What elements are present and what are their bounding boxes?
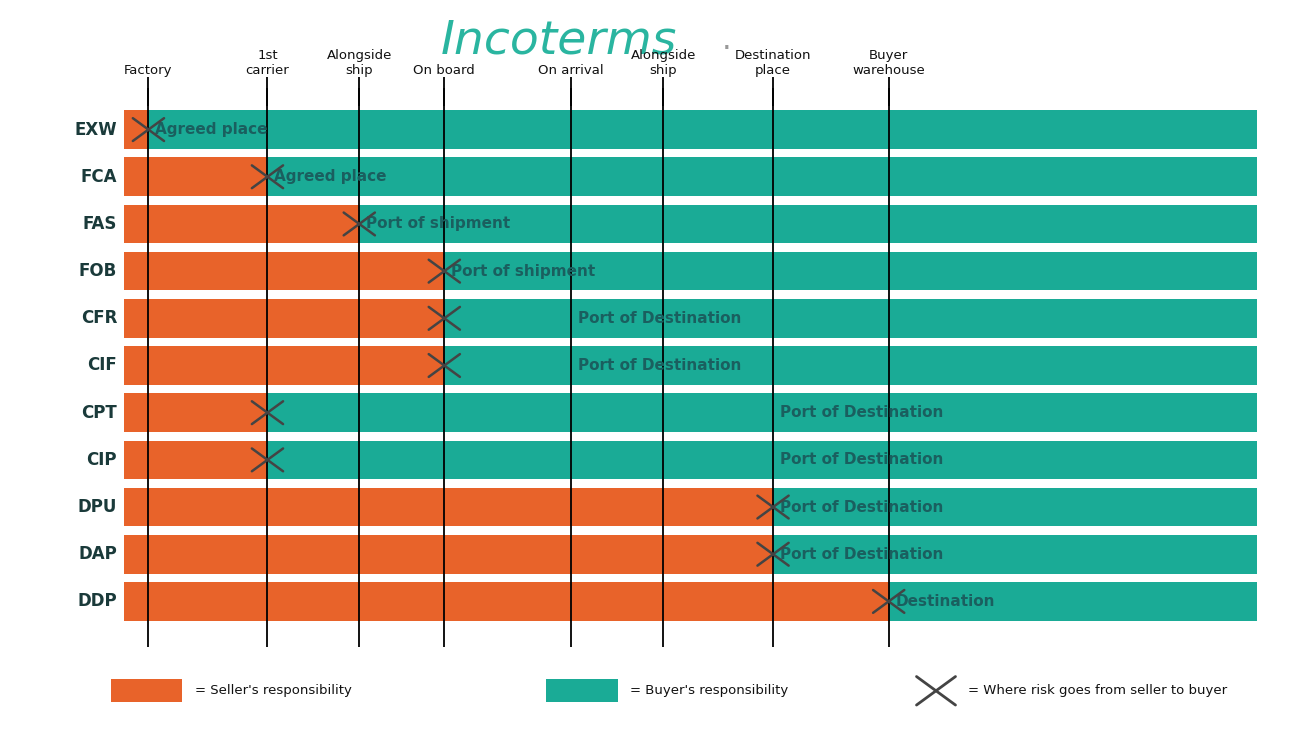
FancyBboxPatch shape <box>124 251 445 290</box>
Text: FCA: FCA <box>81 168 117 186</box>
Text: Port of Destination: Port of Destination <box>780 452 942 467</box>
Text: Alongside
ship: Alongside ship <box>326 49 393 77</box>
Text: CIP: CIP <box>87 451 117 469</box>
Text: 1st
carrier: 1st carrier <box>246 49 290 77</box>
Text: .: . <box>722 26 731 56</box>
Text: Port of Destination: Port of Destination <box>780 547 942 561</box>
FancyBboxPatch shape <box>268 393 1257 432</box>
Text: DAP: DAP <box>78 545 117 563</box>
FancyBboxPatch shape <box>124 299 445 338</box>
Text: Destination
place: Destination place <box>734 49 811 77</box>
FancyBboxPatch shape <box>124 393 268 432</box>
Text: = Buyer's responsibility: = Buyer's responsibility <box>630 684 789 697</box>
Text: DDP: DDP <box>78 592 117 610</box>
Text: CPT: CPT <box>81 404 117 422</box>
Text: Factory: Factory <box>125 64 173 77</box>
FancyBboxPatch shape <box>124 157 268 196</box>
FancyBboxPatch shape <box>359 205 1257 243</box>
FancyBboxPatch shape <box>148 110 1257 149</box>
Text: Agreed place: Agreed place <box>274 170 386 184</box>
Text: Port of shipment: Port of shipment <box>365 216 510 232</box>
FancyBboxPatch shape <box>774 535 1257 574</box>
Text: Port of Destination: Port of Destination <box>780 499 942 515</box>
Text: CIF: CIF <box>87 357 117 374</box>
FancyBboxPatch shape <box>546 679 618 702</box>
FancyBboxPatch shape <box>124 205 359 243</box>
Text: Incoterms: Incoterms <box>441 18 677 64</box>
FancyBboxPatch shape <box>445 251 1257 290</box>
Text: Agreed place: Agreed place <box>155 122 268 137</box>
FancyBboxPatch shape <box>445 299 1257 338</box>
FancyBboxPatch shape <box>124 346 445 385</box>
Text: Port of Destination: Port of Destination <box>577 358 741 373</box>
FancyBboxPatch shape <box>268 441 1257 480</box>
Text: FOB: FOB <box>79 262 117 280</box>
Text: CFR: CFR <box>81 309 117 327</box>
FancyBboxPatch shape <box>124 582 889 621</box>
Text: = Where risk goes from seller to buyer: = Where risk goes from seller to buyer <box>968 684 1227 697</box>
FancyBboxPatch shape <box>124 535 774 574</box>
Text: On board: On board <box>413 64 476 77</box>
FancyBboxPatch shape <box>889 582 1257 621</box>
FancyBboxPatch shape <box>124 441 268 480</box>
FancyBboxPatch shape <box>445 346 1257 385</box>
FancyBboxPatch shape <box>124 110 148 149</box>
Text: Port of Destination: Port of Destination <box>780 405 942 420</box>
Text: DPU: DPU <box>78 498 117 516</box>
Text: On arrival: On arrival <box>538 64 604 77</box>
Text: Buyer
warehouse: Buyer warehouse <box>853 49 926 77</box>
FancyBboxPatch shape <box>774 488 1257 526</box>
FancyBboxPatch shape <box>124 488 774 526</box>
Text: Alongside
ship: Alongside ship <box>630 49 696 77</box>
Text: EXW: EXW <box>74 121 117 139</box>
FancyBboxPatch shape <box>111 679 182 702</box>
Text: Port of shipment: Port of shipment <box>451 264 595 279</box>
FancyBboxPatch shape <box>268 157 1257 196</box>
Text: FAS: FAS <box>83 215 117 233</box>
Text: Destination: Destination <box>896 594 994 609</box>
Text: Port of Destination: Port of Destination <box>577 311 741 326</box>
Text: = Seller's responsibility: = Seller's responsibility <box>195 684 352 697</box>
